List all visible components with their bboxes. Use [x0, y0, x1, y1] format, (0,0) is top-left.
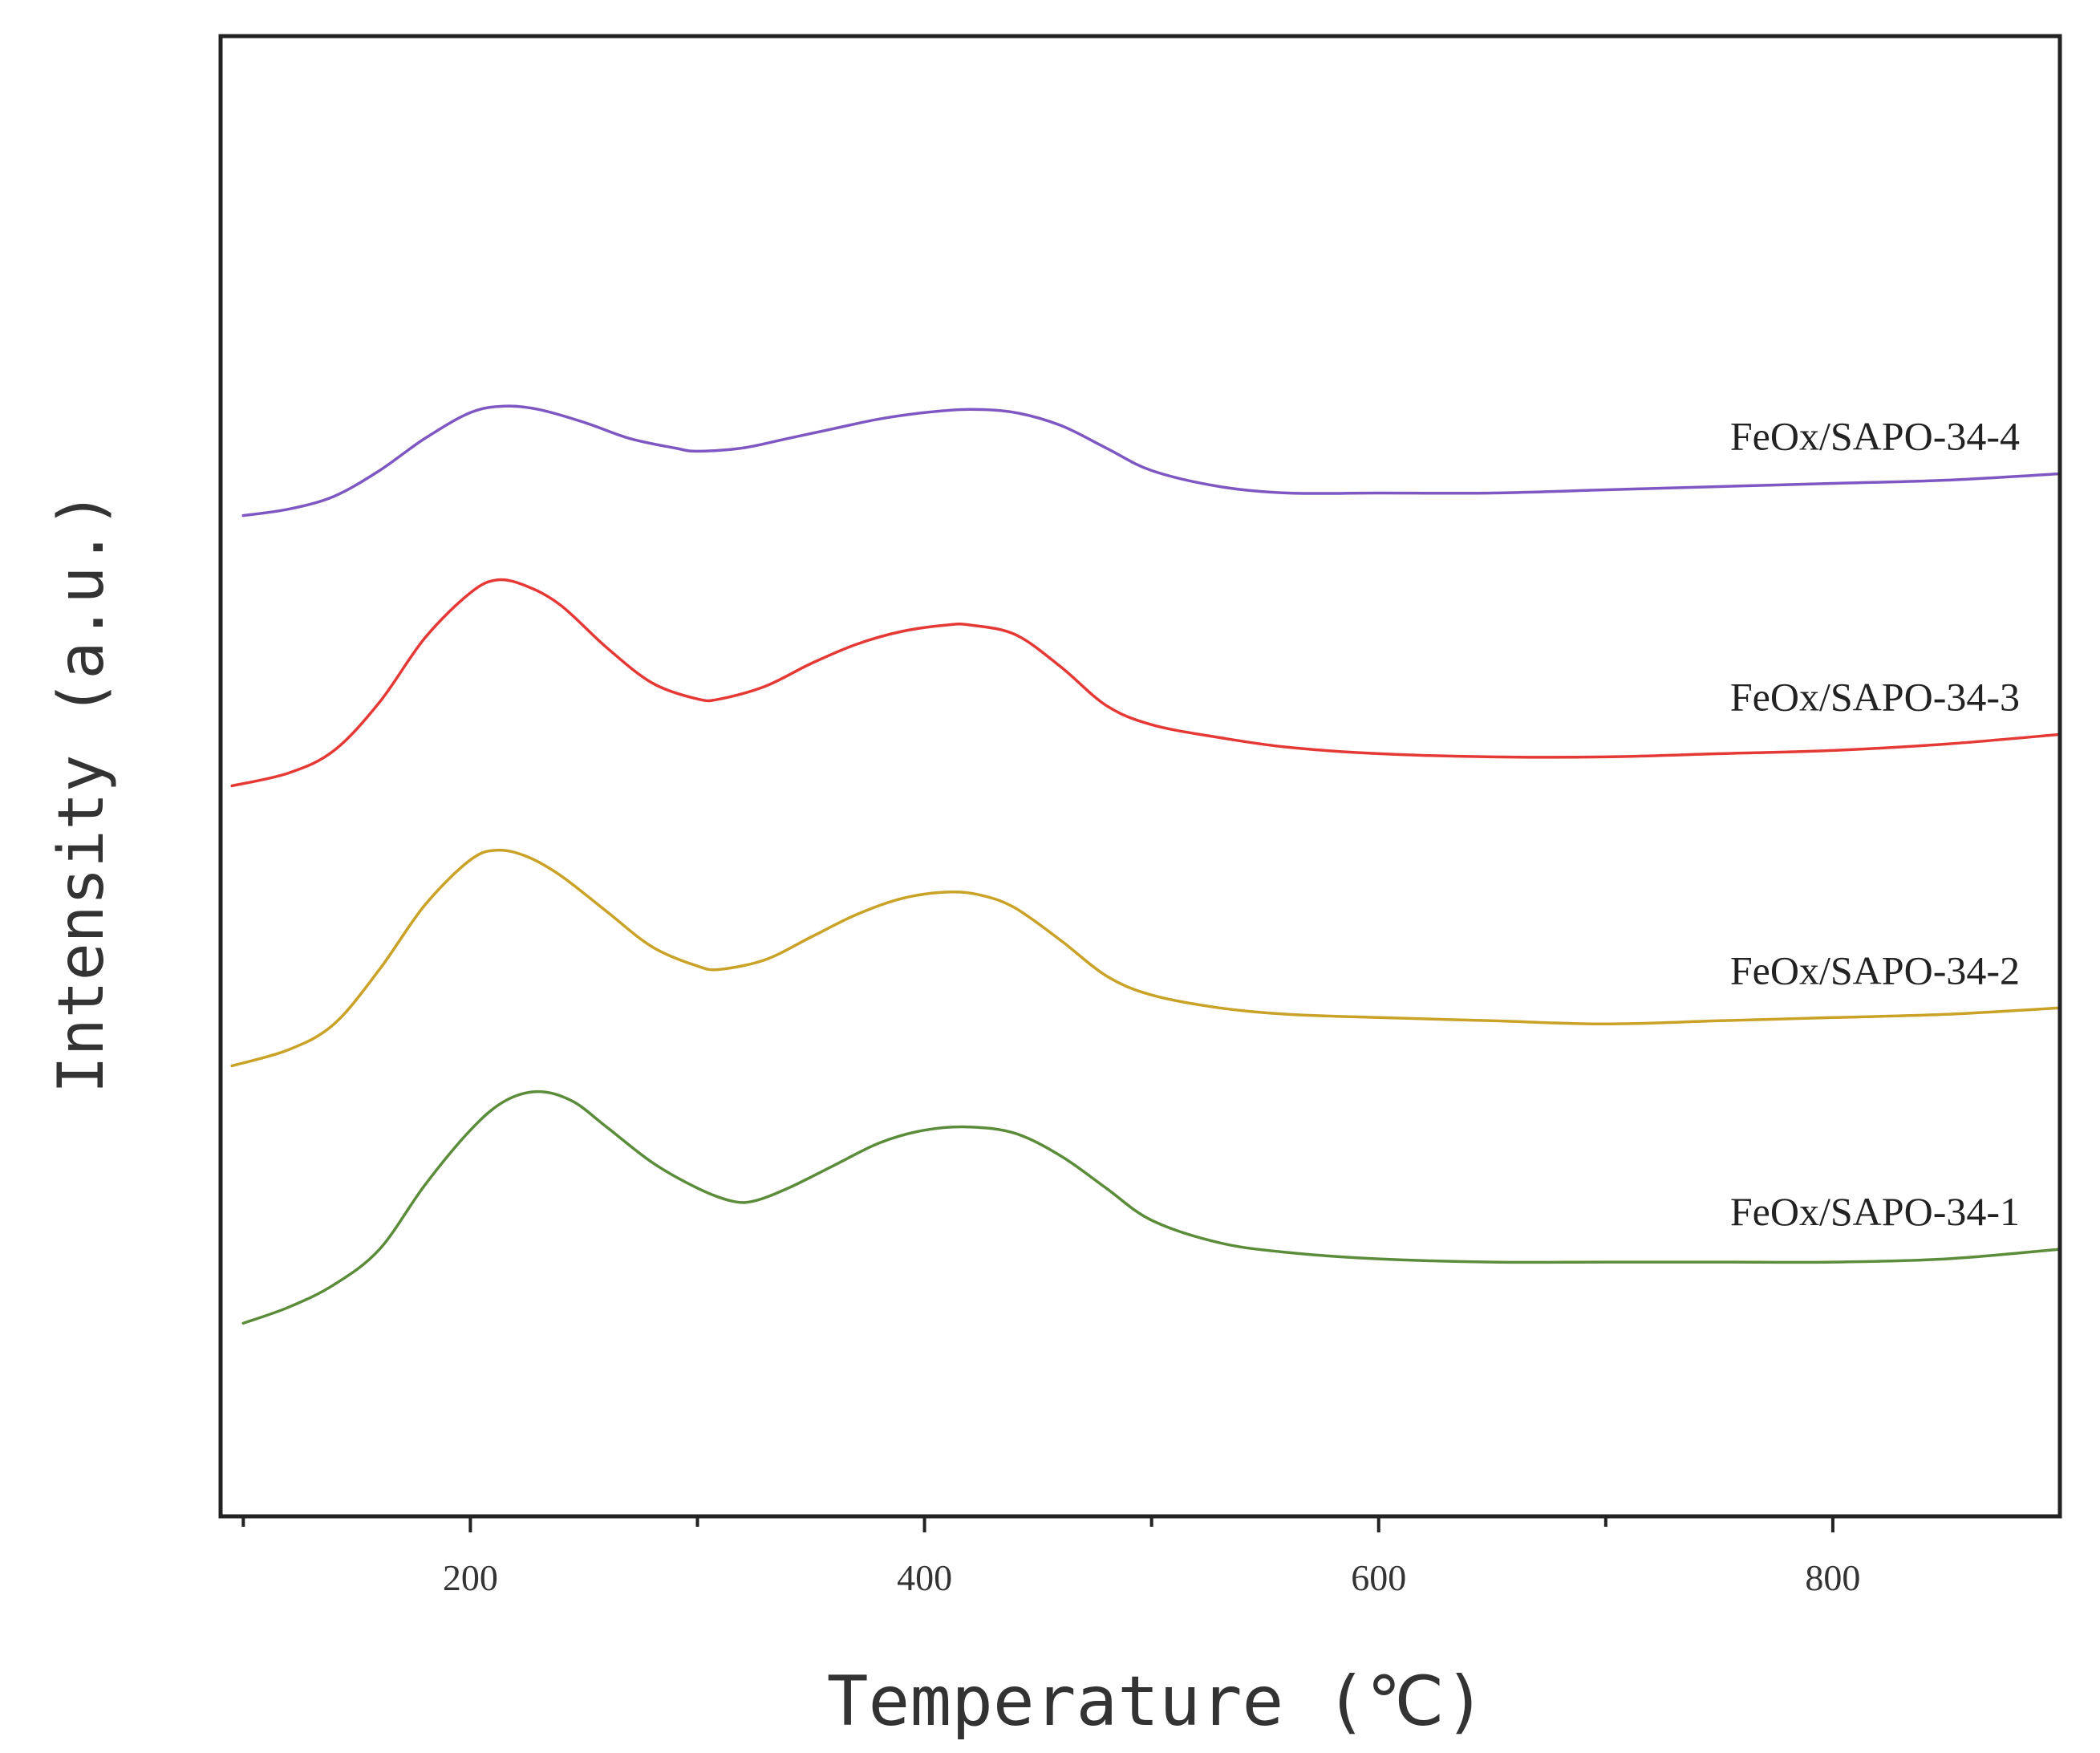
series-label-2: FeOx/SAPO-34-3: [1730, 674, 2020, 719]
y-axis-label: Intensity (a.u.): [46, 491, 118, 1094]
x-axis-tick-labels: 200 400 600 800: [443, 1557, 1861, 1598]
series-line-3: [230, 848, 2061, 1068]
series-label-4: FeOx/SAPO-34-1: [1730, 1189, 2020, 1234]
x-tick-label: 400: [897, 1557, 952, 1598]
series-line-4: [241, 1090, 2061, 1325]
x-axis-ticks: [241, 1516, 1834, 1532]
x-axis-label: Temperature (℃): [827, 1662, 1486, 1742]
series-line-2: [230, 578, 2061, 788]
series-label-3: FeOx/SAPO-34-2: [1730, 948, 2020, 992]
series-line-1: [241, 404, 2061, 517]
x-tick-label: 600: [1351, 1557, 1406, 1598]
x-tick-label: 800: [1805, 1557, 1860, 1598]
plot-frame: [218, 34, 2062, 1519]
x-tick-label: 200: [443, 1557, 498, 1598]
series-curves: [230, 404, 2061, 1325]
series-label-1: FeOx/SAPO-34-4: [1730, 413, 2020, 458]
series-labels: FeOx/SAPO-34-4 FeOx/SAPO-34-3 FeOx/SAPO-34…: [1730, 413, 2020, 1234]
